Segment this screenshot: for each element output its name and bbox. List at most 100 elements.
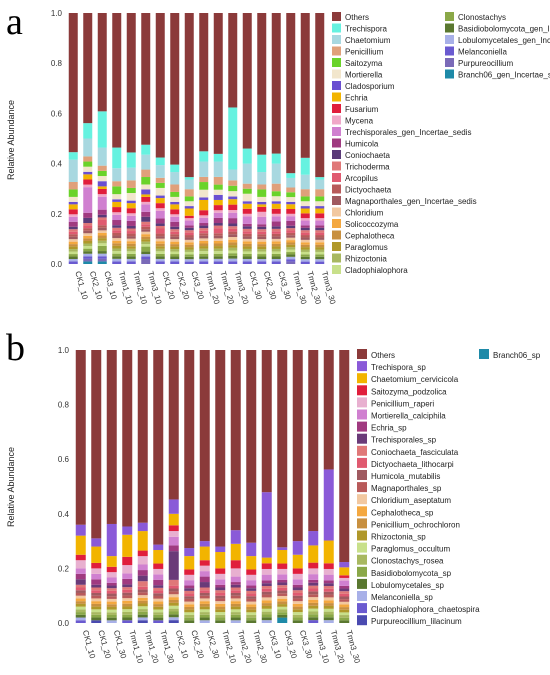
legend-swatch — [357, 542, 367, 553]
bar-segment — [184, 612, 195, 615]
bar-segment — [257, 256, 267, 260]
bar-segment — [228, 199, 238, 205]
bar-segment — [97, 227, 107, 231]
legend-label: Dictyochaeta_lithocarpi — [371, 460, 454, 469]
bar-segment — [106, 350, 117, 524]
bar-segment — [246, 604, 257, 607]
bar-segment — [137, 597, 148, 601]
bar-segment — [286, 220, 296, 226]
legend-label: Dictyochaeta — [345, 186, 392, 195]
bar-segment — [83, 171, 93, 175]
y-tick-label: 0.4 — [51, 160, 63, 169]
bar-segment — [168, 551, 179, 580]
bar-segment — [168, 591, 179, 595]
bar-segment — [184, 620, 195, 623]
bar-segment — [137, 609, 148, 612]
bar-segment — [323, 588, 334, 592]
legend-swatch — [357, 457, 367, 468]
bar-segment — [97, 209, 107, 215]
bar-segment — [97, 196, 107, 210]
bar-segment — [292, 614, 303, 618]
bar-segment — [141, 201, 151, 205]
bar-segment — [339, 593, 350, 597]
bar-segment — [126, 152, 136, 168]
bar-segment — [315, 220, 325, 226]
bar-segment — [68, 239, 78, 242]
bar-segment — [315, 244, 325, 248]
bar-segment — [257, 216, 267, 225]
legend-label: Mortierella_calciphila — [371, 412, 446, 421]
bar-segment — [315, 201, 325, 207]
bar-segment — [323, 563, 334, 569]
bar-segment — [184, 596, 195, 599]
bar-segment — [168, 350, 179, 500]
bar-segment — [97, 214, 107, 218]
bar-segment — [257, 241, 267, 245]
legend-label: Lobulomycetales_sp — [371, 581, 444, 590]
bar-segment — [286, 177, 296, 188]
legend-label: Others — [345, 13, 369, 22]
bar-segment — [213, 205, 223, 211]
bar-segment — [91, 612, 102, 615]
bar-segment — [91, 601, 102, 604]
bar-segment — [137, 550, 148, 557]
bar-segment — [277, 582, 288, 586]
bar-segment — [97, 225, 107, 228]
bar-segment — [83, 258, 93, 262]
bar-segment — [83, 225, 93, 229]
bar-segment — [91, 592, 102, 596]
bar-segment — [199, 560, 210, 566]
x-tick-label: Tmn2_10 — [220, 629, 238, 665]
legend-swatch — [332, 58, 341, 67]
bar-segment — [97, 261, 107, 264]
bar-segment — [261, 600, 272, 604]
bar-segment — [257, 259, 267, 262]
bar-segment — [168, 602, 179, 606]
bar-segment — [215, 617, 226, 621]
x-tick-label: CK2_20 — [189, 629, 205, 660]
bar-segment — [257, 196, 267, 202]
bar-segment — [155, 233, 165, 237]
bar-segment — [315, 208, 325, 214]
bar-segment — [184, 598, 195, 602]
bar-segment — [286, 240, 296, 243]
legend-swatch — [332, 35, 341, 44]
bar-segment — [184, 242, 194, 245]
bar-segment — [141, 231, 151, 235]
bar-segment — [213, 243, 223, 247]
bar-segment — [155, 243, 165, 247]
legend-label: Rhizoctonia_sp — [371, 533, 426, 542]
bar-segment — [184, 580, 195, 586]
bar-segment — [170, 254, 180, 257]
bar-segment — [199, 228, 209, 231]
bar-segment — [286, 237, 296, 241]
bar-segment — [184, 215, 194, 219]
bar-segment — [68, 181, 78, 190]
bar-segment — [75, 584, 86, 588]
legend-label: Others — [371, 351, 395, 360]
legend-label: Penicillium — [345, 48, 384, 57]
legend-swatch — [332, 184, 341, 194]
bar-segment — [228, 245, 238, 248]
bar-segment — [199, 223, 209, 226]
bar-segment — [184, 227, 194, 231]
bar-segment — [271, 221, 281, 227]
bar-segment — [271, 196, 281, 202]
bar-segment — [83, 243, 93, 247]
bar-segment — [126, 233, 136, 237]
bar-segment — [68, 236, 78, 240]
bar-segment — [213, 225, 223, 229]
bar-segment — [230, 614, 241, 618]
bar-segment — [75, 350, 86, 525]
bar-segment — [141, 196, 151, 202]
legend-label: Trechisporales_sp — [371, 436, 437, 445]
bar-segment — [126, 258, 136, 262]
legend-swatch — [332, 69, 341, 79]
bar-segment — [199, 176, 209, 183]
bar-segment — [261, 574, 272, 581]
bar-segment — [112, 13, 122, 148]
bar-segment — [91, 598, 102, 602]
bar-segment — [286, 261, 296, 264]
bar-segment — [230, 592, 241, 596]
bar-segment — [122, 614, 133, 618]
